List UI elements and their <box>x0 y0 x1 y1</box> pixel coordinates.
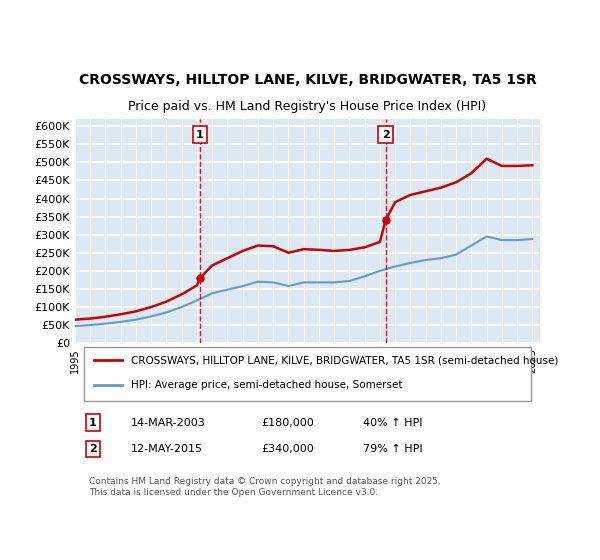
Text: £180,000: £180,000 <box>261 418 314 427</box>
Text: 79% ↑ HPI: 79% ↑ HPI <box>364 444 423 454</box>
Text: CROSSWAYS, HILLTOP LANE, KILVE, BRIDGWATER, TA5 1SR: CROSSWAYS, HILLTOP LANE, KILVE, BRIDGWAT… <box>79 73 536 87</box>
Text: 40% ↑ HPI: 40% ↑ HPI <box>364 418 423 427</box>
Text: Price paid vs. HM Land Registry's House Price Index (HPI): Price paid vs. HM Land Registry's House … <box>128 100 487 113</box>
Text: £340,000: £340,000 <box>261 444 314 454</box>
Text: 12-MAY-2015: 12-MAY-2015 <box>131 444 203 454</box>
Text: 1: 1 <box>89 418 97 427</box>
FancyBboxPatch shape <box>84 347 531 400</box>
Text: CROSSWAYS, HILLTOP LANE, KILVE, BRIDGWATER, TA5 1SR (semi-detached house): CROSSWAYS, HILLTOP LANE, KILVE, BRIDGWAT… <box>131 355 558 365</box>
Text: 2: 2 <box>89 444 97 454</box>
Text: 2: 2 <box>382 129 389 139</box>
Text: 1: 1 <box>196 129 204 139</box>
Text: 14-MAR-2003: 14-MAR-2003 <box>131 418 206 427</box>
Text: Contains HM Land Registry data © Crown copyright and database right 2025.
This d: Contains HM Land Registry data © Crown c… <box>89 477 441 497</box>
Text: HPI: Average price, semi-detached house, Somerset: HPI: Average price, semi-detached house,… <box>131 380 403 390</box>
